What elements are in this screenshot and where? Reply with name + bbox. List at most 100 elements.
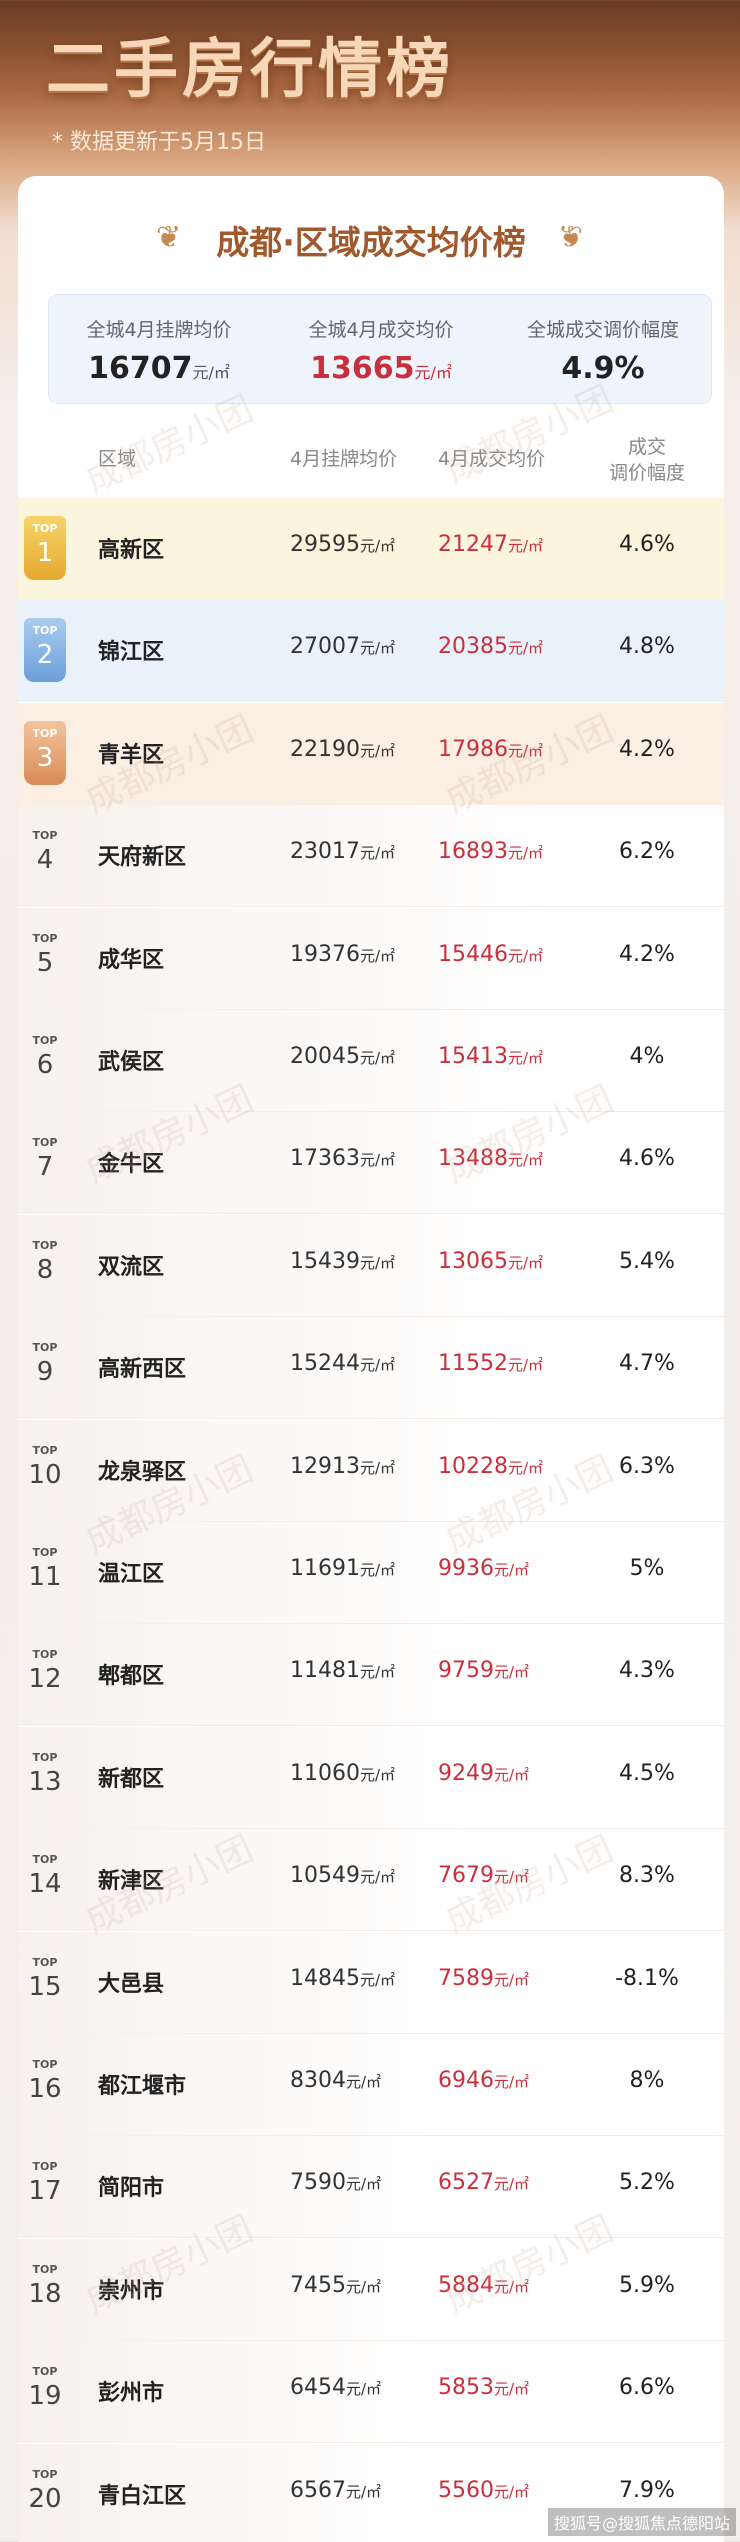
rank-number: 5	[36, 947, 54, 978]
deal-price: 15446元/㎡	[438, 941, 544, 967]
rank-top-label: TOP	[32, 1341, 58, 1355]
rank-badge: TOP 2	[24, 618, 66, 683]
deal-price: 16893元/㎡	[438, 839, 544, 865]
ranking-card: ❦ 成都·区域成交均价榜 ❦ 全城4月挂牌均价 16707元/㎡ 全城4月成交均…	[18, 176, 724, 2542]
listing-price: 19376元/㎡	[290, 941, 396, 967]
row-highlight	[18, 600, 724, 703]
listing-price: 7590元/㎡	[290, 2170, 382, 2196]
row-highlight	[18, 1522, 488, 1624]
rank-number: 11	[28, 1562, 62, 1592]
rank-top-label: TOP	[32, 726, 58, 740]
table-row: TOP 16 都江堰市 8304元/㎡ 6946元/㎡ 8%	[18, 2034, 724, 2136]
listing-price: 23017元/㎡	[290, 839, 396, 865]
adjust-percent: 6.3%	[619, 1453, 675, 1479]
rank-top-label: TOP	[32, 522, 58, 535]
rank-badge: TOP 1	[24, 516, 66, 580]
district-name: 高新西区	[98, 1357, 187, 1383]
adjust-percent: 4.2%	[619, 941, 675, 967]
summary-value: 16707元/㎡	[88, 351, 230, 386]
rank-badge: TOP 5	[24, 926, 66, 990]
district-name: 青羊区	[98, 742, 165, 768]
listing-price: 12913元/㎡	[290, 1453, 396, 1479]
listing-price: 15244元/㎡	[290, 1351, 396, 1377]
deal-price: 13488元/㎡	[438, 1146, 544, 1172]
deal-price: 15413元/㎡	[438, 1044, 544, 1069]
rank-number: 19	[28, 2381, 62, 2412]
adjust-percent: 4.2%	[619, 736, 675, 762]
deal-price: 13065元/㎡	[438, 1248, 544, 1274]
table-row: TOP 7 金牛区 17363元/㎡ 13488元/㎡ 4.6%	[18, 1112, 724, 1215]
rank-top-label: TOP	[32, 1750, 58, 1764]
rank-badge: TOP 11	[24, 1540, 66, 1604]
deal-price: 9936元/㎡	[438, 1556, 530, 1581]
rank-badge: TOP 7	[24, 1130, 66, 1194]
adjust-percent: -8.1%	[615, 1965, 679, 1991]
table-row: TOP 12 郫都区 11481元/㎡ 9759元/㎡ 4.3%	[18, 1624, 724, 1727]
card-title: 成都·区域成交均价榜	[216, 223, 526, 262]
row-highlight	[18, 1214, 515, 1317]
rank-top-label: TOP	[32, 931, 58, 945]
row-highlight	[18, 1010, 533, 1112]
table-row: TOP 15 大邑县 14845元/㎡ 7589元/㎡ -8.1%	[18, 1931, 724, 2034]
rank-badge: TOP 6	[24, 1028, 66, 1092]
summary-label: 全城4月挂牌均价	[86, 319, 232, 341]
listing-price: 27007元/㎡	[290, 634, 396, 660]
rank-badge: TOP 13	[24, 1745, 66, 1809]
rank-top-label: TOP	[32, 2365, 58, 2379]
rank-number: 13	[28, 1766, 62, 1797]
row-highlight	[18, 702, 724, 805]
rank-top-label: TOP	[32, 1034, 58, 1047]
adjust-percent: 7.9%	[619, 2477, 675, 2503]
rank-number: 7	[36, 1152, 54, 1183]
district-name: 新津区	[98, 1869, 165, 1895]
rank-number: 6	[36, 1050, 54, 1080]
deal-price: 20385元/㎡	[438, 634, 544, 660]
table-row: TOP 4 天府新区 23017元/㎡ 16893元/㎡ 6.2%	[18, 805, 724, 908]
row-highlight	[18, 1726, 470, 1829]
summary-label: 全城4月成交均价	[308, 319, 454, 341]
listing-price: 15439元/㎡	[290, 1248, 396, 1274]
row-highlight	[18, 2136, 434, 2239]
rank-badge: TOP 14	[24, 1847, 66, 1911]
table-row: TOP 5 成华区 19376元/㎡ 15446元/㎡ 4.2%	[18, 907, 724, 1010]
laurel-right-icon: ❦	[558, 220, 584, 255]
col-head-adjust: 成交 调价幅度	[608, 436, 685, 484]
row-highlight	[18, 805, 551, 908]
rank-number: 17	[28, 2176, 62, 2207]
laurel-left-icon: ❦	[156, 220, 182, 255]
col-head-district: 区域	[98, 448, 137, 470]
district-name: 龙泉驿区	[98, 1459, 187, 1485]
row-highlight	[18, 1419, 497, 1522]
adjust-percent: 4.8%	[619, 634, 675, 660]
district-name: 郫都区	[98, 1664, 165, 1690]
deal-price: 7589元/㎡	[438, 1965, 530, 1991]
row-highlight	[18, 2034, 443, 2136]
row-highlight	[18, 2238, 425, 2341]
adjust-percent: 5.2%	[619, 2170, 675, 2196]
table-row: TOP 20 青白江区 6567元/㎡ 5560元/㎡ 7.9%	[18, 2443, 724, 2542]
rank-top-label: TOP	[32, 2160, 58, 2174]
deal-price: 6527元/㎡	[438, 2170, 530, 2196]
rank-number: 15	[28, 1971, 62, 2002]
summary-value: 4.9%	[561, 351, 645, 386]
adjust-percent: 4.5%	[619, 1760, 675, 1786]
listing-price: 7455元/㎡	[290, 2272, 382, 2298]
listing-price: 10549元/㎡	[290, 1863, 396, 1889]
listing-price: 8304元/㎡	[290, 2068, 382, 2093]
district-name: 温江区	[98, 1562, 165, 1587]
table-row: TOP 14 新津区 10549元/㎡ 7679元/㎡ 8.3%	[18, 1829, 724, 1932]
district-name: 成华区	[98, 947, 165, 973]
table-row: TOP 6 武侯区 20045元/㎡ 15413元/㎡ 4%	[18, 1010, 724, 1112]
col-head-listing: 4月挂牌均价	[290, 448, 398, 470]
listing-price: 6567元/㎡	[290, 2477, 382, 2503]
listing-price: 20045元/㎡	[290, 1044, 396, 1069]
row-highlight	[18, 1931, 452, 2034]
district-name: 崇州市	[98, 2278, 165, 2304]
summary-deal: 全城4月成交均价 13665元/㎡	[271, 295, 491, 405]
summary-label: 全城成交调价幅度	[526, 319, 679, 341]
district-name: 大邑县	[98, 1971, 165, 1997]
district-name: 青白江区	[98, 2483, 187, 2509]
deal-price: 21247元/㎡	[438, 532, 544, 557]
rank-badge: TOP 20	[24, 2462, 66, 2526]
rank-number: 18	[28, 2278, 62, 2309]
